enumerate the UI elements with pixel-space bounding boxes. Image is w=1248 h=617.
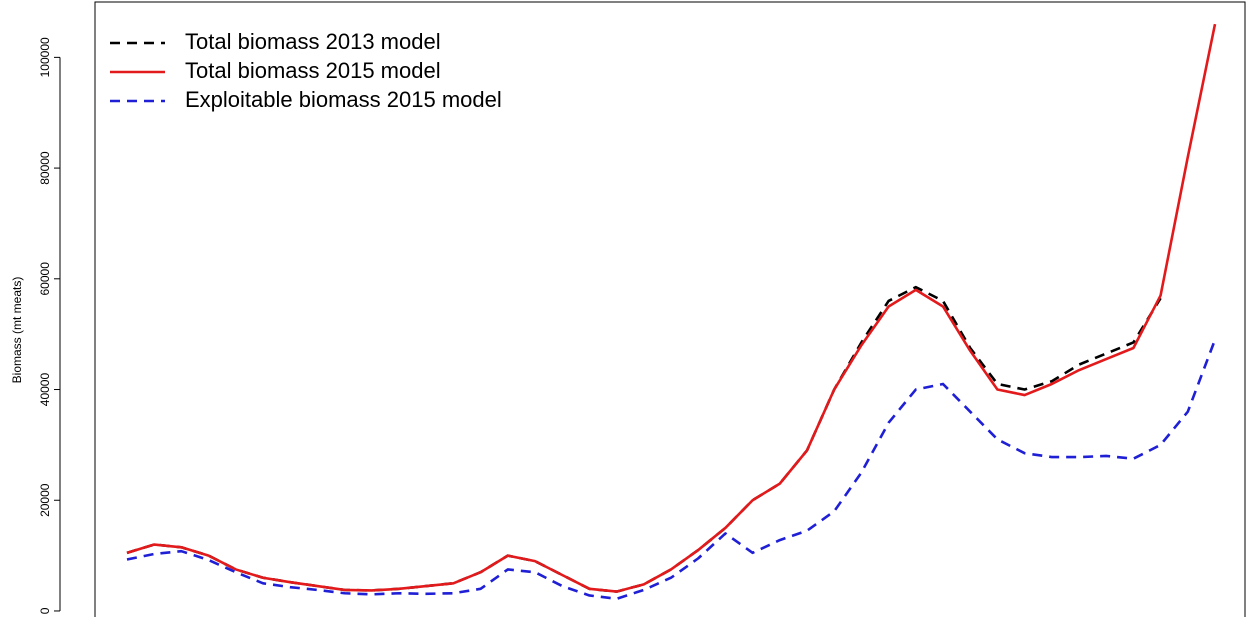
y-tick-label: 60000: [38, 262, 52, 296]
legend-label: Exploitable biomass 2015 model: [185, 87, 502, 112]
y-tick-label: 20000: [38, 483, 52, 517]
y-axis-label: Biomass (mt meats): [10, 277, 24, 384]
series-line: [126, 285, 1162, 593]
series-line: [126, 339, 1217, 601]
y-tick-label: 0: [38, 607, 52, 614]
legend-label: Total biomass 2013 model: [185, 29, 441, 54]
plot-frame: [94, 1, 1246, 617]
series-line: [126, 23, 1217, 593]
y-tick-label: 40000: [38, 373, 52, 407]
y-tick-label: 100000: [38, 37, 52, 77]
legend-label: Total biomass 2015 model: [185, 58, 441, 83]
y-tick-label: 80000: [38, 151, 52, 185]
